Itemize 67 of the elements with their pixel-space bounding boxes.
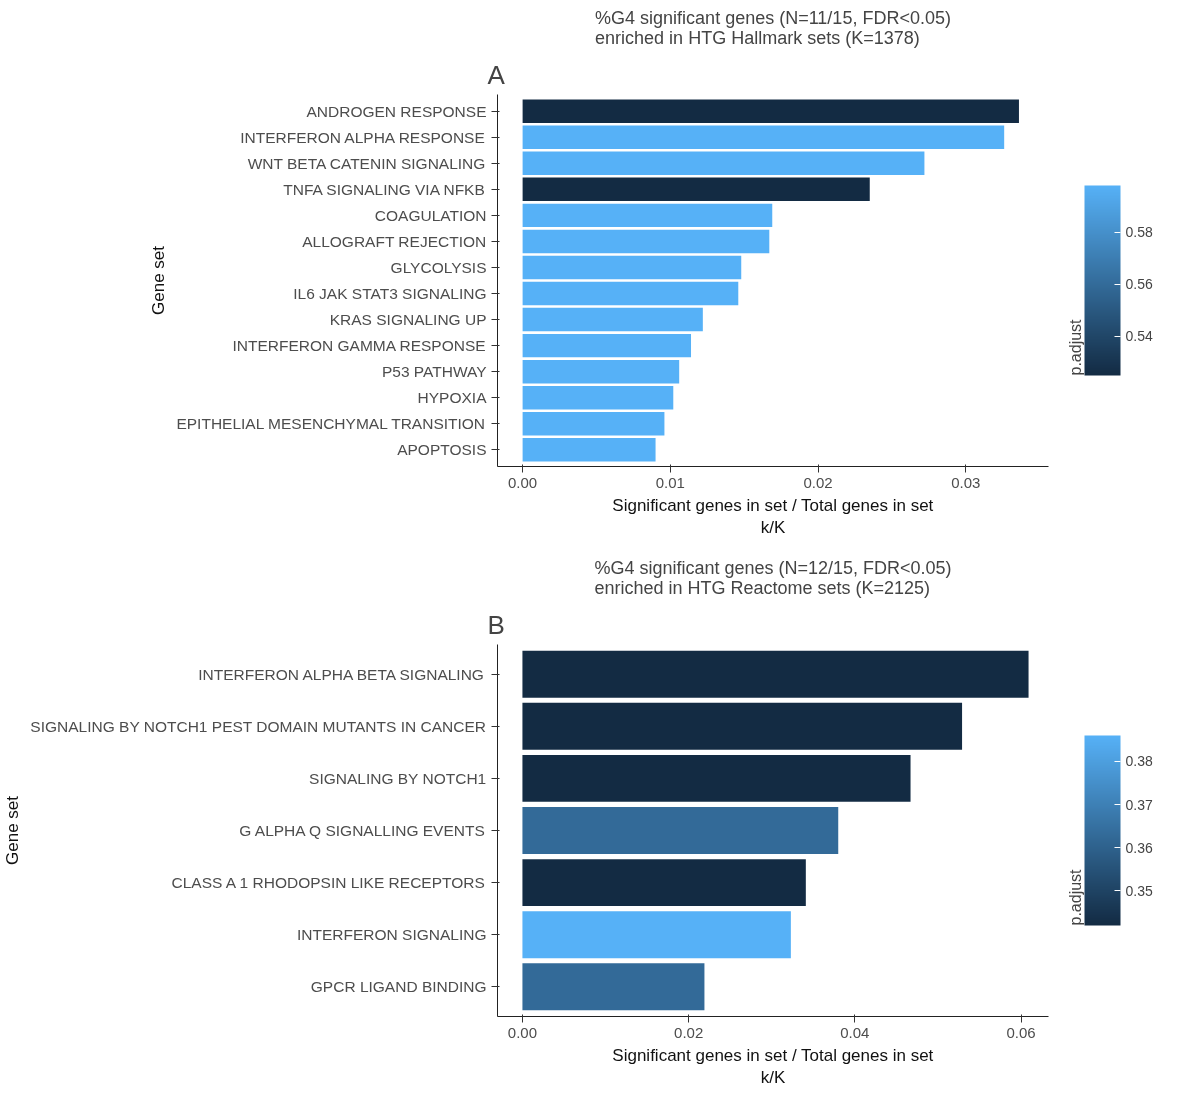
bar <box>522 281 739 306</box>
bar <box>522 151 925 175</box>
x-tick-label: 0.00 <box>507 1023 538 1041</box>
color-bar-label: 0.54 <box>1125 328 1153 345</box>
color-bar-label: 0.56 <box>1125 276 1153 293</box>
bar <box>522 911 791 959</box>
bar <box>522 807 839 854</box>
bar <box>522 650 1029 698</box>
y-tick-label: INTERFERON GAMMA RESPONSE <box>232 337 486 355</box>
color-bar-label: 0.58 <box>1125 224 1153 241</box>
bar <box>522 307 703 332</box>
bar <box>522 859 806 907</box>
y-tick-label: HYPOXIA <box>417 389 488 407</box>
y-tick-label: CLASS A 1 RHODOPSIN LIKE RECEPTORS <box>171 874 485 892</box>
y-tick-label: TNFA SIGNALING VIA NFKB <box>283 180 485 198</box>
y-axis-title: Gene set <box>3 795 23 865</box>
x-axis-title: Significant genes in set / Total genes in set k/K <box>612 1045 934 1088</box>
color-bar-label: 0.35 <box>1125 882 1153 899</box>
y-tick-label: ANDROGEN RESPONSE <box>306 102 487 120</box>
bar <box>522 702 963 750</box>
bar <box>522 754 911 802</box>
y-tick-label: APOPTOSIS <box>397 441 487 459</box>
y-tick-label: ALLOGRAFT REJECTION <box>302 232 487 250</box>
y-tick-label: GLYCOLYSIS <box>390 258 487 276</box>
y-tick-label: GPCR LIGAND BINDING <box>310 978 487 996</box>
y-tick-label: EPITHELIAL MESENCHYMAL TRANSITION <box>176 415 486 433</box>
text: B <box>487 609 505 640</box>
chart-title: %G4 significant genes (N=11/15, FDR<0.05) enriched in HTG Hallmark sets (K=1378) <box>595 7 951 48</box>
color-bar-label: 0.37 <box>1125 796 1153 813</box>
bar <box>522 963 705 1011</box>
bar <box>522 229 770 254</box>
y-tick-label: INTERFERON ALPHA RESPONSE <box>240 128 485 146</box>
text: A <box>487 59 506 90</box>
y-tick-label: SIGNALING BY NOTCH1 PEST DOMAIN MUTANTS IN CANCER <box>30 717 486 735</box>
chart-title: %G4 significant genes (N=12/15, FDR<0.05) enriched in HTG Reactome sets (K=2125) <box>594 557 952 598</box>
bar <box>522 255 742 280</box>
color-bar-title: p.adjust <box>1066 868 1084 926</box>
x-tick-label: 0.02 <box>803 473 833 491</box>
bar <box>522 177 870 202</box>
y-tick-label: SIGNALING BY NOTCH1 <box>309 769 487 787</box>
bar <box>522 438 656 462</box>
y-tick-label: WNT BETA CATENIN SIGNALING <box>247 154 486 172</box>
bar <box>522 412 665 436</box>
y-tick-label: KRAS SIGNALING UP <box>329 311 487 329</box>
y-tick-label: COAGULATION <box>374 206 487 224</box>
bar <box>522 386 674 410</box>
color-bar-label: 0.38 <box>1125 753 1153 770</box>
x-tick-label: 0.02 <box>674 1023 704 1041</box>
bar <box>522 125 1005 149</box>
y-axis-title: Gene set <box>149 245 169 315</box>
y-tick-label: INTERFERON SIGNALING <box>297 926 487 944</box>
x-tick-label: 0.01 <box>655 473 685 491</box>
y-tick-label: P53 PATHWAY <box>382 363 487 381</box>
x-tick-label: 0.04 <box>840 1023 870 1041</box>
bar <box>522 203 773 228</box>
y-tick-label: IL6 JAK STAT3 SIGNALING <box>293 285 487 303</box>
x-tick-label: 0.00 <box>508 473 538 491</box>
bar <box>522 333 692 358</box>
x-axis-title: Significant genes in set / Total genes in set k/K <box>612 495 934 538</box>
color-bar-title: p.adjust <box>1066 318 1084 376</box>
color-bar-label: 0.36 <box>1125 839 1153 856</box>
bar <box>522 359 680 384</box>
x-tick-label: 0.03 <box>951 473 981 491</box>
x-tick-label: 0.06 <box>1006 1023 1036 1041</box>
y-tick-label: INTERFERON ALPHA BETA SIGNALING <box>198 665 484 683</box>
y-tick-label: G ALPHA Q SIGNALLING EVENTS <box>239 822 485 839</box>
bar <box>522 99 1019 123</box>
